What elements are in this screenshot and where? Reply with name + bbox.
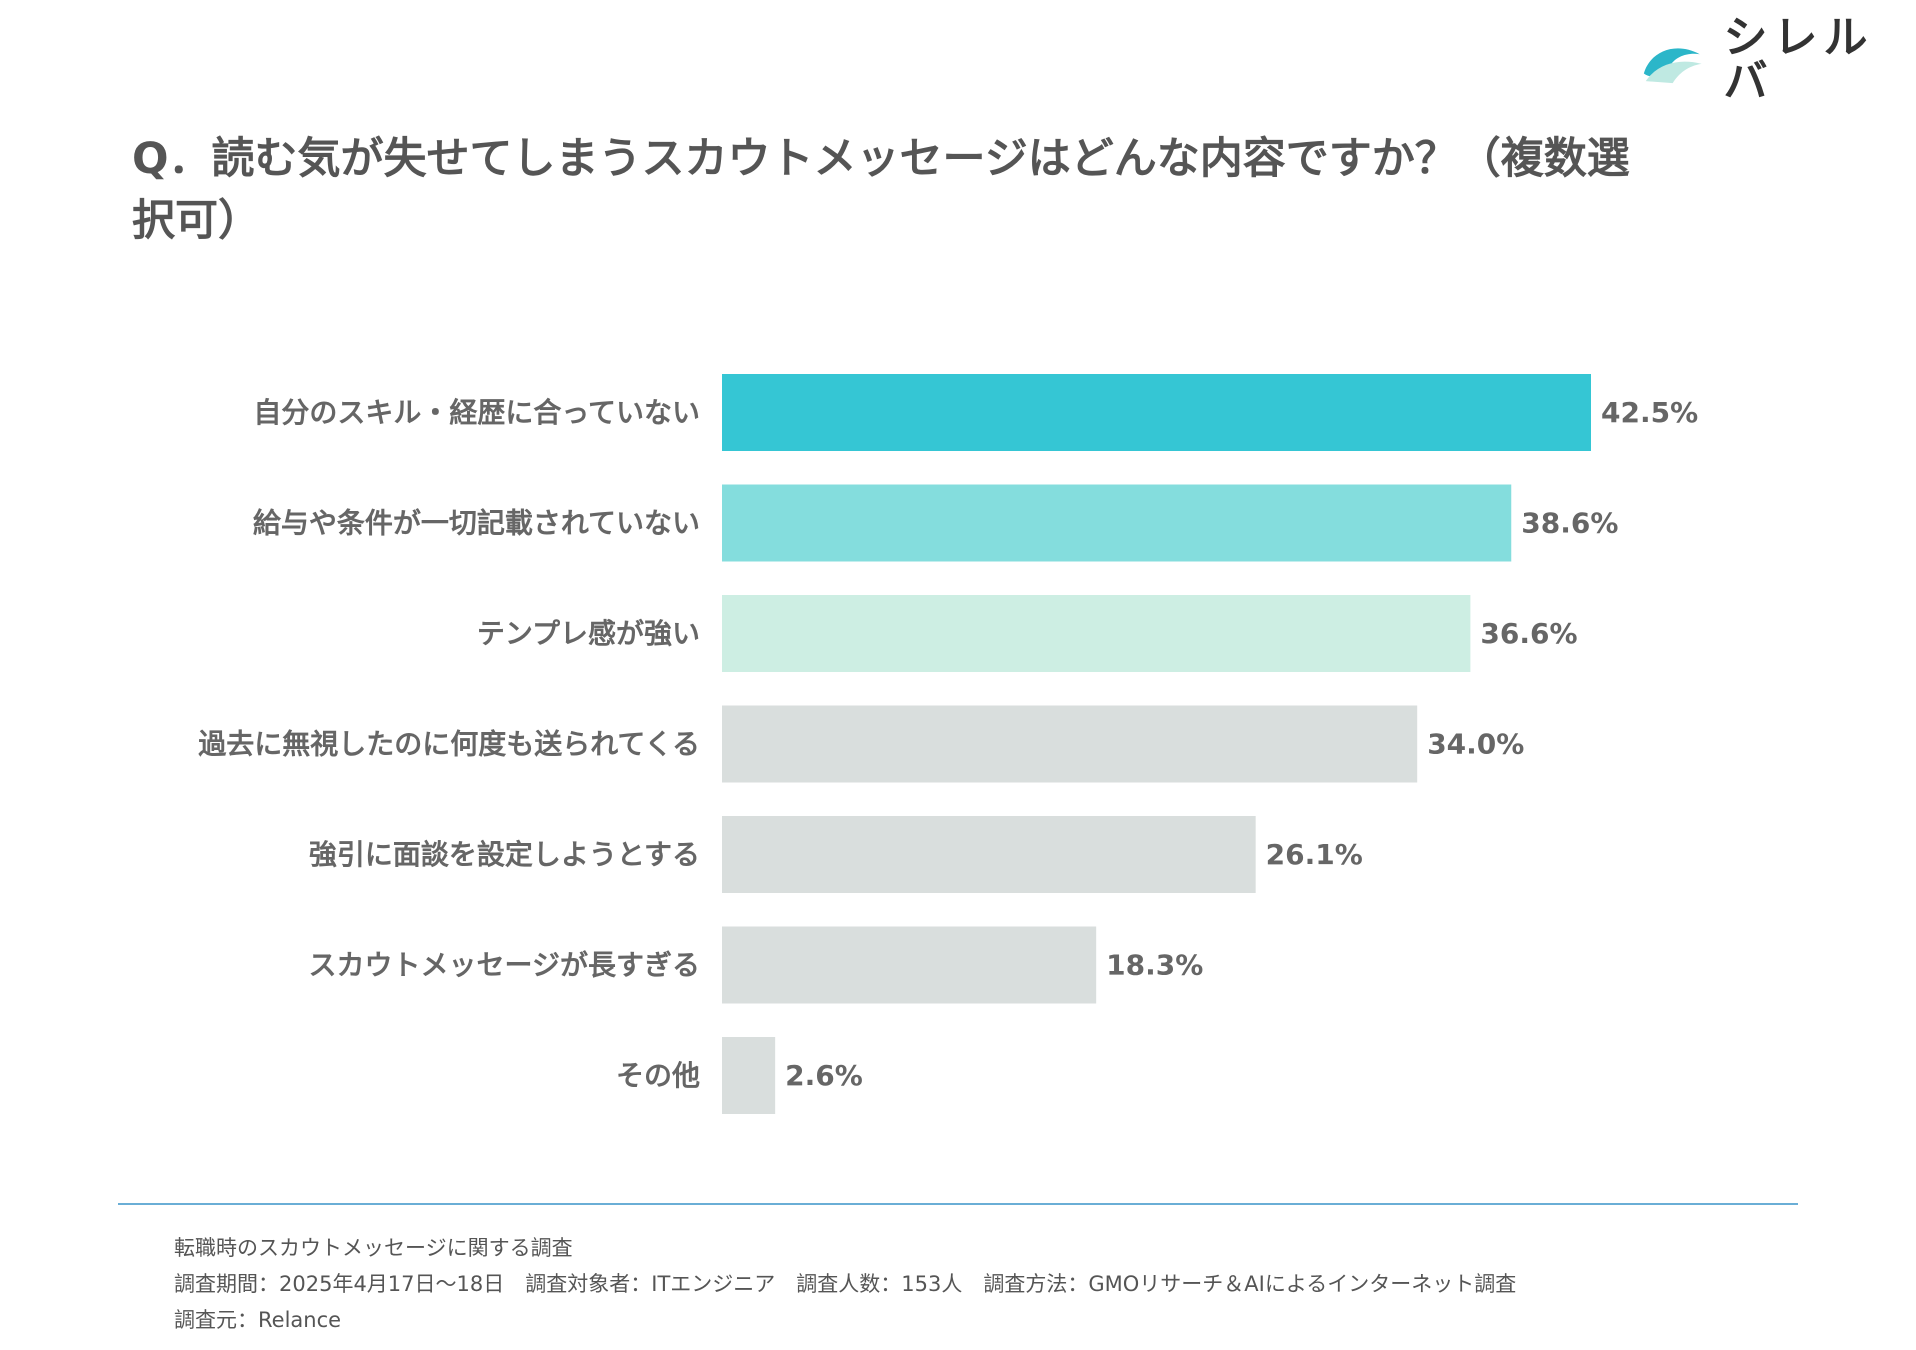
category-label-7: その他 (616, 1059, 700, 1092)
brand-name: シレルバ (1723, 12, 1874, 107)
category-label-3: テンプレ感が強い (477, 617, 700, 650)
brand-logo: シレルバ (1640, 16, 1916, 104)
survey-name: 転職時のスカウトメッセージに関する調査 (174, 1236, 573, 1260)
survey-source: 調査元：Relance (174, 1308, 342, 1332)
survey-details: 調査期間：2025年4月17日〜18日 調査対象者：ITエンジニア 調査人数：1… (174, 1272, 1517, 1296)
value-label-1: 42.5% (1601, 396, 1698, 429)
category-label-5: 強引に面談を設定しようとする (309, 838, 700, 871)
value-label-6: 18.3% (1106, 949, 1203, 982)
value-label-2: 38.6% (1521, 507, 1618, 540)
bar-7 (722, 1037, 776, 1114)
value-label-4: 34.0% (1427, 728, 1524, 761)
value-label-5: 26.1% (1266, 838, 1363, 871)
wave-logo-icon (1643, 48, 1702, 84)
value-label-3: 36.6% (1480, 617, 1577, 650)
category-label-4: 過去に無視したのに何度も送られてくる (198, 728, 700, 761)
bar-4 (722, 705, 1418, 783)
bar-2 (722, 484, 1512, 562)
category-label-1: 自分のスキル・経歴に合っていない (253, 396, 700, 429)
category-label-6: スカウトメッセージが長すぎる (309, 949, 700, 982)
chart-title: Q．読む気が失せてしまうスカウトメッセージはどんな内容ですか？（複数選択可） (132, 134, 1630, 246)
survey-notes: 転職時のスカウトメッセージに関する調査 調査期間：2025年4月17日〜18日 … (174, 1230, 1516, 1338)
bar-5 (722, 816, 1256, 893)
bar-3 (722, 595, 1471, 672)
footer-divider (118, 1203, 1798, 1205)
category-label-2: 給与や条件が一切記載されていない (253, 507, 700, 540)
bar-chart: 自分のスキル・経歴に合っていない 42.5% 給与や条件が一切記載されていない 38.… (198, 374, 1698, 1114)
bar-6 (722, 926, 1097, 1004)
bar-1 (722, 374, 1591, 451)
value-label-7: 2.6% (785, 1059, 863, 1092)
